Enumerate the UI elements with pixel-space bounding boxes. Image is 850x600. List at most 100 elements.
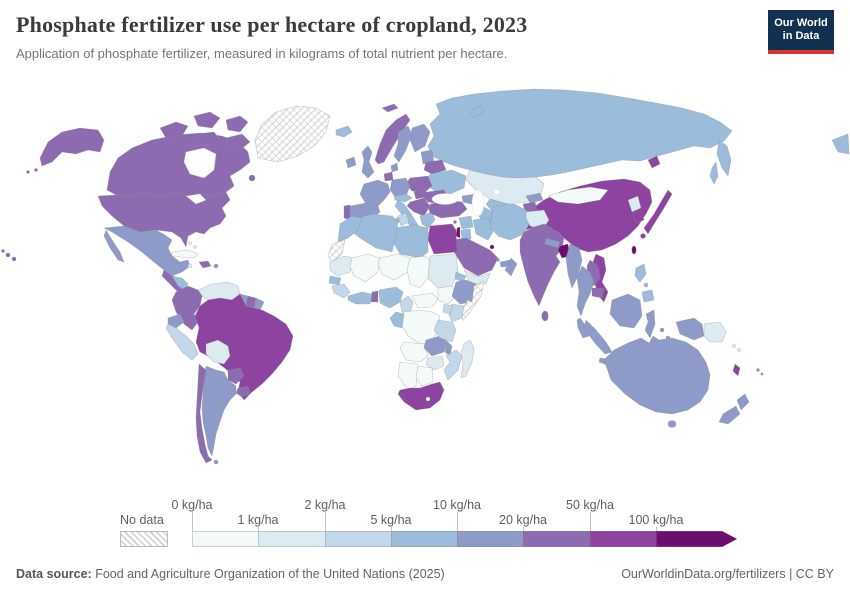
country-mongolia[interactable] [547, 186, 609, 205]
country-argentina[interactable] [201, 365, 237, 457]
country-zimbabwe[interactable] [425, 355, 445, 371]
country-qatar[interactable] [496, 258, 500, 262]
country-new-zealand[interactable] [718, 393, 750, 425]
country-madagascar[interactable] [460, 339, 475, 379]
country-syria[interactable] [458, 215, 474, 230]
legend-bin-segment-6[interactable] [590, 531, 656, 547]
country-cyprus[interactable] [453, 220, 457, 224]
country-poland[interactable] [405, 175, 433, 194]
country-japan[interactable] [640, 155, 673, 239]
country-philippines[interactable] [634, 263, 655, 303]
country-ecuador[interactable] [167, 313, 185, 329]
country-uruguay[interactable] [235, 385, 251, 398]
country-sweden[interactable] [393, 125, 413, 163]
country-guinea[interactable] [331, 283, 351, 299]
country-botswana[interactable] [415, 365, 434, 387]
country-uk[interactable] [361, 145, 375, 179]
country-israel[interactable] [455, 226, 461, 239]
country-nepal[interactable] [544, 237, 561, 249]
country-taiwan[interactable] [631, 245, 637, 255]
legend-bin-segment-1[interactable] [258, 531, 325, 547]
country-brazil[interactable] [194, 293, 294, 401]
country-papua-new-guinea[interactable] [703, 321, 727, 343]
country-yemen[interactable] [463, 269, 491, 285]
country-angola[interactable] [399, 341, 429, 363]
country-western-sahara[interactable] [327, 239, 346, 263]
country-hawaii[interactable] [1, 249, 17, 262]
country-iran[interactable] [489, 203, 531, 241]
country-gabon-congo[interactable] [389, 311, 405, 329]
country-solomon-islands[interactable] [732, 344, 741, 352]
legend-bin-segment-5[interactable] [523, 531, 590, 547]
country-south-korea[interactable] [632, 209, 645, 224]
country-central-african-republic[interactable] [411, 292, 439, 309]
country-cuba[interactable] [171, 249, 199, 259]
country-oman[interactable] [504, 257, 518, 277]
country-india[interactable] [519, 225, 565, 307]
country-saudi-arabia[interactable] [451, 237, 499, 277]
legend-bin-segment-4[interactable] [457, 531, 523, 547]
country-iraq[interactable] [472, 217, 495, 241]
legend-bin-segment-0[interactable] [192, 531, 258, 547]
legend-bin-segment-7[interactable] [656, 531, 722, 547]
country-venezuela[interactable] [197, 281, 241, 301]
country-jamaica[interactable] [187, 263, 193, 269]
country-senegal[interactable] [328, 275, 342, 286]
country-kuwait[interactable] [489, 244, 495, 250]
country-paraguay[interactable] [227, 367, 245, 385]
country-finland[interactable] [409, 123, 431, 153]
country-iceland[interactable] [335, 125, 353, 138]
owid-logo[interactable]: Our World in Data [768, 10, 834, 54]
country-uganda[interactable] [442, 303, 453, 315]
country-sri-lanka[interactable] [541, 310, 549, 322]
country-south-sudan[interactable] [437, 285, 457, 305]
country-hispaniola[interactable] [198, 260, 212, 269]
country-kyrgyzstan[interactable] [525, 192, 544, 204]
country-namibia[interactable] [397, 361, 419, 391]
country-chile[interactable] [195, 363, 213, 464]
country-tanzania[interactable] [433, 319, 457, 343]
country-fiji[interactable] [756, 368, 764, 376]
region-tierra-del-fuego[interactable] [213, 459, 219, 465]
country-sudan[interactable] [427, 253, 459, 289]
country-cameroon[interactable] [399, 295, 414, 315]
legend-no-data-swatch[interactable] [120, 531, 168, 547]
country-new-caledonia[interactable] [732, 363, 741, 377]
country-south-africa[interactable] [397, 381, 445, 411]
country-dr-congo[interactable] [399, 309, 441, 345]
country-thailand[interactable] [576, 265, 595, 317]
legend-bin-segment-3[interactable] [391, 531, 457, 547]
country-niger[interactable] [377, 253, 411, 281]
country-mauritania[interactable] [329, 255, 355, 277]
country-somalia[interactable] [460, 280, 485, 321]
country-france[interactable] [359, 179, 391, 209]
country-greenland[interactable] [254, 105, 331, 163]
country-morocco[interactable] [337, 215, 363, 243]
country-ukraine[interactable] [425, 169, 467, 195]
country-egypt[interactable] [427, 223, 458, 255]
country-canada[interactable] [106, 111, 256, 197]
country-peru[interactable] [165, 323, 199, 361]
country-benelux[interactable] [383, 171, 394, 182]
country-norway[interactable] [374, 103, 411, 165]
country-nigeria[interactable] [378, 286, 404, 309]
country-tunisia[interactable] [397, 212, 410, 227]
country-mali[interactable] [349, 253, 381, 283]
country-cambodia[interactable] [591, 287, 605, 299]
country-libya[interactable] [391, 224, 429, 259]
footer-link[interactable]: OurWorldinData.org/fertilizers | CC BY [621, 567, 834, 581]
country-mexico[interactable] [103, 225, 191, 277]
country-benin-togo[interactable] [370, 290, 379, 303]
country-ireland[interactable] [345, 156, 357, 169]
country-chad[interactable] [406, 255, 431, 289]
country-lesotho[interactable] [425, 396, 431, 402]
country-belarus[interactable] [423, 159, 447, 175]
country-myanmar[interactable] [565, 243, 583, 289]
country-australia[interactable] [603, 335, 711, 428]
country-denmark[interactable] [390, 162, 399, 173]
country-bolivia[interactable] [205, 339, 231, 365]
country-north-korea[interactable] [627, 195, 642, 213]
country-puerto-rico[interactable] [213, 263, 219, 269]
country-bahamas[interactable] [188, 241, 197, 249]
country-ivory-ghana[interactable] [347, 291, 373, 305]
